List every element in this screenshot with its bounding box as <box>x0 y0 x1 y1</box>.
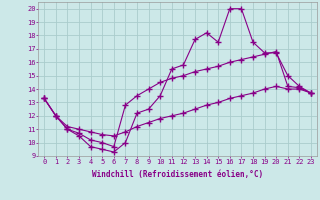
X-axis label: Windchill (Refroidissement éolien,°C): Windchill (Refroidissement éolien,°C) <box>92 170 263 179</box>
